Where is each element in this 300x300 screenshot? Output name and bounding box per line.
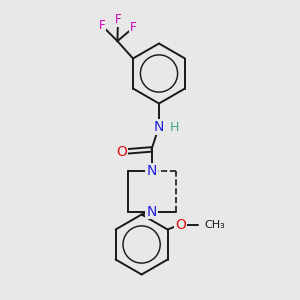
Text: N: N <box>146 164 157 178</box>
Text: N: N <box>154 120 164 134</box>
Text: F: F <box>130 21 136 34</box>
Text: H: H <box>170 121 179 134</box>
Text: F: F <box>115 13 121 26</box>
Text: CH₃: CH₃ <box>205 220 226 230</box>
Text: N: N <box>146 205 157 218</box>
Text: O: O <box>175 218 186 232</box>
Text: F: F <box>98 19 105 32</box>
Text: O: O <box>116 145 127 158</box>
